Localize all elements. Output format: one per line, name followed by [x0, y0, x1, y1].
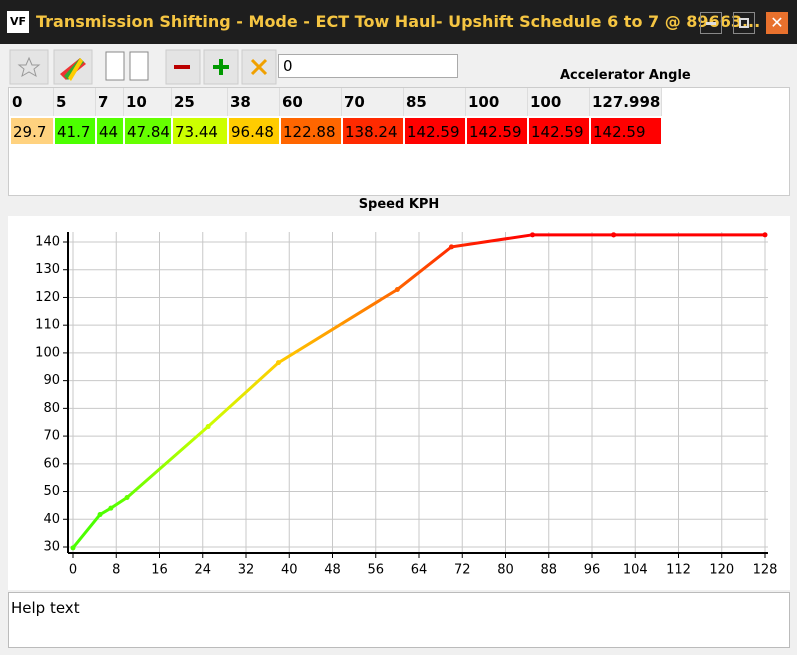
minimize-button[interactable] [700, 12, 722, 34]
x-tick-label: 120 [709, 563, 734, 578]
header-cell[interactable]: 38 [228, 88, 280, 116]
data-point [124, 495, 130, 501]
maximize-button[interactable] [733, 12, 755, 34]
value-cell[interactable]: 122.88 [280, 117, 342, 145]
x-tick-label: 32 [238, 563, 255, 578]
y-tick-label: 130 [35, 262, 60, 277]
data-point [108, 505, 114, 511]
x-tick-label: 64 [411, 563, 428, 578]
favorite-button[interactable] [9, 49, 49, 85]
x-tick-label: 72 [454, 563, 471, 578]
x-tick-label: 56 [367, 563, 384, 578]
chart-background [8, 216, 790, 590]
x-tick-label: 24 [194, 563, 211, 578]
data-point [530, 232, 536, 238]
value-cell[interactable]: 138.24 [342, 117, 404, 145]
value-cell[interactable]: 142.59 [590, 117, 662, 145]
value-cell[interactable]: 142.59 [404, 117, 466, 145]
x-tick-label: 104 [623, 563, 648, 578]
value-cell[interactable]: 41.7 [54, 117, 96, 145]
table: 0 29.7 5 41.7 7 44 10 47.84 25 73.44 38 96.48 60 122.… [8, 87, 790, 196]
header-cell[interactable]: 10 [124, 88, 172, 116]
axis-label: Accelerator Angle [560, 68, 691, 83]
x-tick-label: 96 [584, 563, 601, 578]
x-icon [250, 58, 268, 76]
copy-button[interactable] [105, 51, 125, 81]
data-point [762, 232, 768, 238]
y-tick-label: 100 [35, 345, 60, 360]
data-point [70, 545, 76, 551]
chart-title: Speed KPH [8, 197, 790, 216]
x-tick-label: 88 [540, 563, 557, 578]
header-cell[interactable]: 7 [96, 88, 124, 116]
header-cell[interactable]: 100 [466, 88, 528, 116]
help-text: Help text [8, 592, 790, 648]
x-tick-label: 128 [753, 563, 778, 578]
data-point [394, 286, 400, 292]
y-tick-label: 140 [35, 235, 60, 250]
value-cell[interactable]: 142.59 [528, 117, 590, 145]
x-tick-label: 8 [112, 563, 120, 578]
star-icon [17, 56, 41, 78]
close-button[interactable]: ✕ [766, 12, 788, 34]
chart: 0 8 16 24 32 40 48 56 64 72 80 88 96 104 112 120 128 30 40… [8, 216, 790, 590]
y-tick-label: 120 [35, 290, 60, 305]
value-cell[interactable]: 142.59 [466, 117, 528, 145]
header-cell[interactable]: 100 [528, 88, 590, 116]
value-input[interactable]: 0 [278, 54, 458, 78]
plus-icon [213, 59, 229, 75]
data-point [611, 232, 617, 238]
data-point [205, 424, 211, 430]
data-point [448, 244, 454, 250]
y-tick-label: 80 [43, 401, 60, 416]
y-tick-label: 30 [43, 540, 60, 555]
data-point [97, 512, 103, 518]
y-tick-label: 50 [43, 484, 60, 499]
app-logo: VF [7, 11, 29, 33]
data-point [275, 360, 281, 366]
header-cell[interactable]: 0 [10, 88, 54, 116]
y-tick-label: 90 [43, 373, 60, 388]
paste-button[interactable] [129, 51, 149, 81]
window-title: Transmission Shifting - Mode - ECT Tow H… [36, 12, 761, 31]
header-cell[interactable]: 5 [54, 88, 96, 116]
header-cell[interactable]: 60 [280, 88, 342, 116]
header-cell[interactable]: 127.998 [590, 88, 662, 116]
header-cell[interactable]: 85 [404, 88, 466, 116]
x-tick-label: 40 [281, 563, 298, 578]
palette-icon [68, 58, 83, 81]
toolbar-icons [9, 49, 277, 85]
x-tick-label: 80 [497, 563, 514, 578]
y-tick-label: 60 [43, 456, 60, 471]
x-tick-label: 48 [324, 563, 341, 578]
increase-button[interactable] [203, 49, 239, 85]
title-bar: VF Transmission Shifting - Mode - ECT To… [0, 0, 797, 44]
y-tick-label: 110 [35, 318, 60, 333]
value-cell[interactable]: 44 [96, 117, 124, 145]
header-cell[interactable]: 25 [172, 88, 228, 116]
header-cell[interactable]: 70 [342, 88, 404, 116]
x-tick-label: 112 [666, 563, 691, 578]
value-cell[interactable]: 29.7 [10, 117, 54, 145]
value-cell[interactable]: 73.44 [172, 117, 228, 145]
x-tick-label: 16 [151, 563, 168, 578]
minus-icon [174, 65, 190, 69]
y-tick-label: 40 [43, 512, 60, 527]
x-tick-label: 0 [69, 563, 77, 578]
value-cell[interactable]: 47.84 [124, 117, 172, 145]
value-cell[interactable]: 96.48 [228, 117, 280, 145]
y-tick-label: 70 [43, 429, 60, 444]
